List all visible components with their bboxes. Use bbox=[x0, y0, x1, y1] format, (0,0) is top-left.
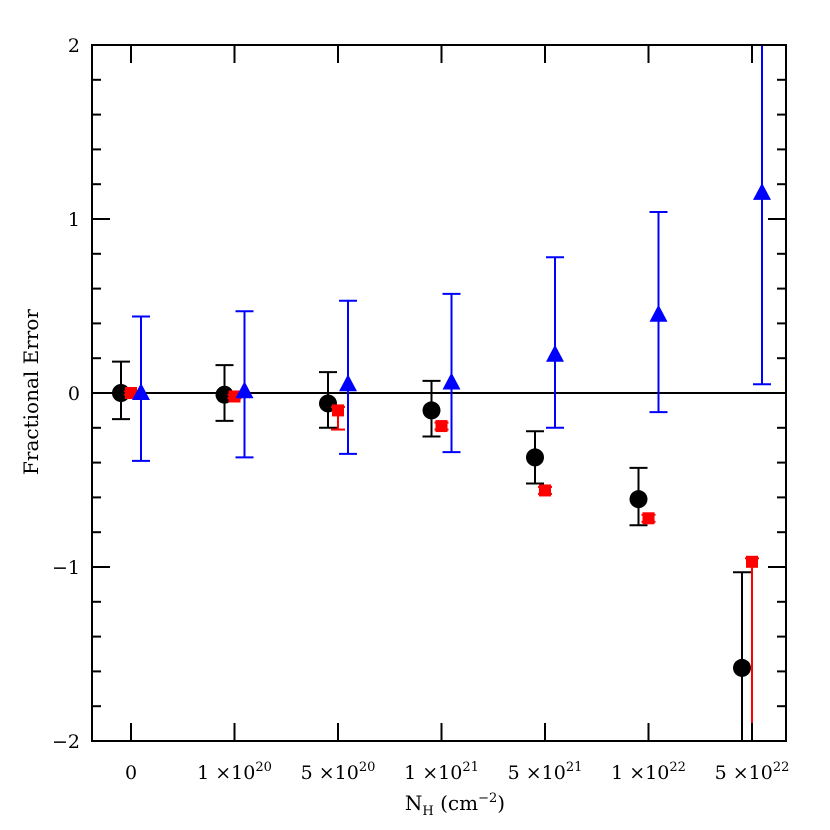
black-circle-point bbox=[422, 401, 441, 420]
labels: Fractional Error NH (cm−2) bbox=[19, 309, 505, 819]
black-circle-series bbox=[112, 360, 751, 741]
blue-triangle-point bbox=[235, 381, 254, 399]
red-square-point bbox=[228, 390, 241, 403]
plot-area bbox=[92, 45, 786, 741]
red-square-point bbox=[125, 387, 137, 399]
y-tick-label: −2 bbox=[52, 731, 80, 753]
black-circle-point bbox=[629, 490, 648, 509]
y-axis-label: Fractional Error bbox=[19, 309, 43, 475]
y-tick-label: 1 bbox=[68, 209, 80, 231]
blue-triangle-point bbox=[132, 383, 150, 400]
x-tick-label: 5 ×1020 bbox=[301, 760, 376, 784]
blue-triangle-point bbox=[339, 374, 357, 392]
y-tick-label: 2 bbox=[68, 35, 80, 57]
axes: −2 −1 0 1 2 0 1 ×1020 5 ×1020 1 ×1021 5 ×1021 1 ×1… bbox=[52, 35, 789, 784]
red-square-point bbox=[332, 404, 344, 417]
blue-triangle-point bbox=[649, 304, 668, 322]
red-square-point bbox=[642, 512, 655, 525]
x-tick-label: 1 ×1020 bbox=[197, 760, 272, 784]
x-tick-label: 0 bbox=[125, 762, 137, 784]
blue-triangle-point bbox=[546, 344, 564, 362]
x-tick-label: 1 ×1021 bbox=[404, 760, 479, 784]
black-circle-point bbox=[733, 658, 751, 677]
y-tick-label: −1 bbox=[52, 557, 80, 579]
x-tick-label: 5 ×1021 bbox=[508, 760, 583, 784]
x-tick-label: 1 ×1022 bbox=[611, 760, 686, 784]
red-square-point bbox=[539, 484, 551, 497]
x-tick-label: 5 ×1022 bbox=[715, 760, 790, 784]
blue-triangle-point bbox=[442, 372, 461, 390]
red-square-point bbox=[435, 420, 448, 433]
black-circle-point bbox=[526, 448, 544, 467]
red-square-series bbox=[124, 387, 759, 741]
blue-triangle-series bbox=[132, 45, 771, 462]
y-tick-label: 0 bbox=[68, 383, 80, 405]
red-square-point bbox=[746, 555, 758, 568]
blue-triangle-point bbox=[753, 182, 771, 200]
x-axis-label: NH (cm−2) bbox=[405, 791, 505, 819]
